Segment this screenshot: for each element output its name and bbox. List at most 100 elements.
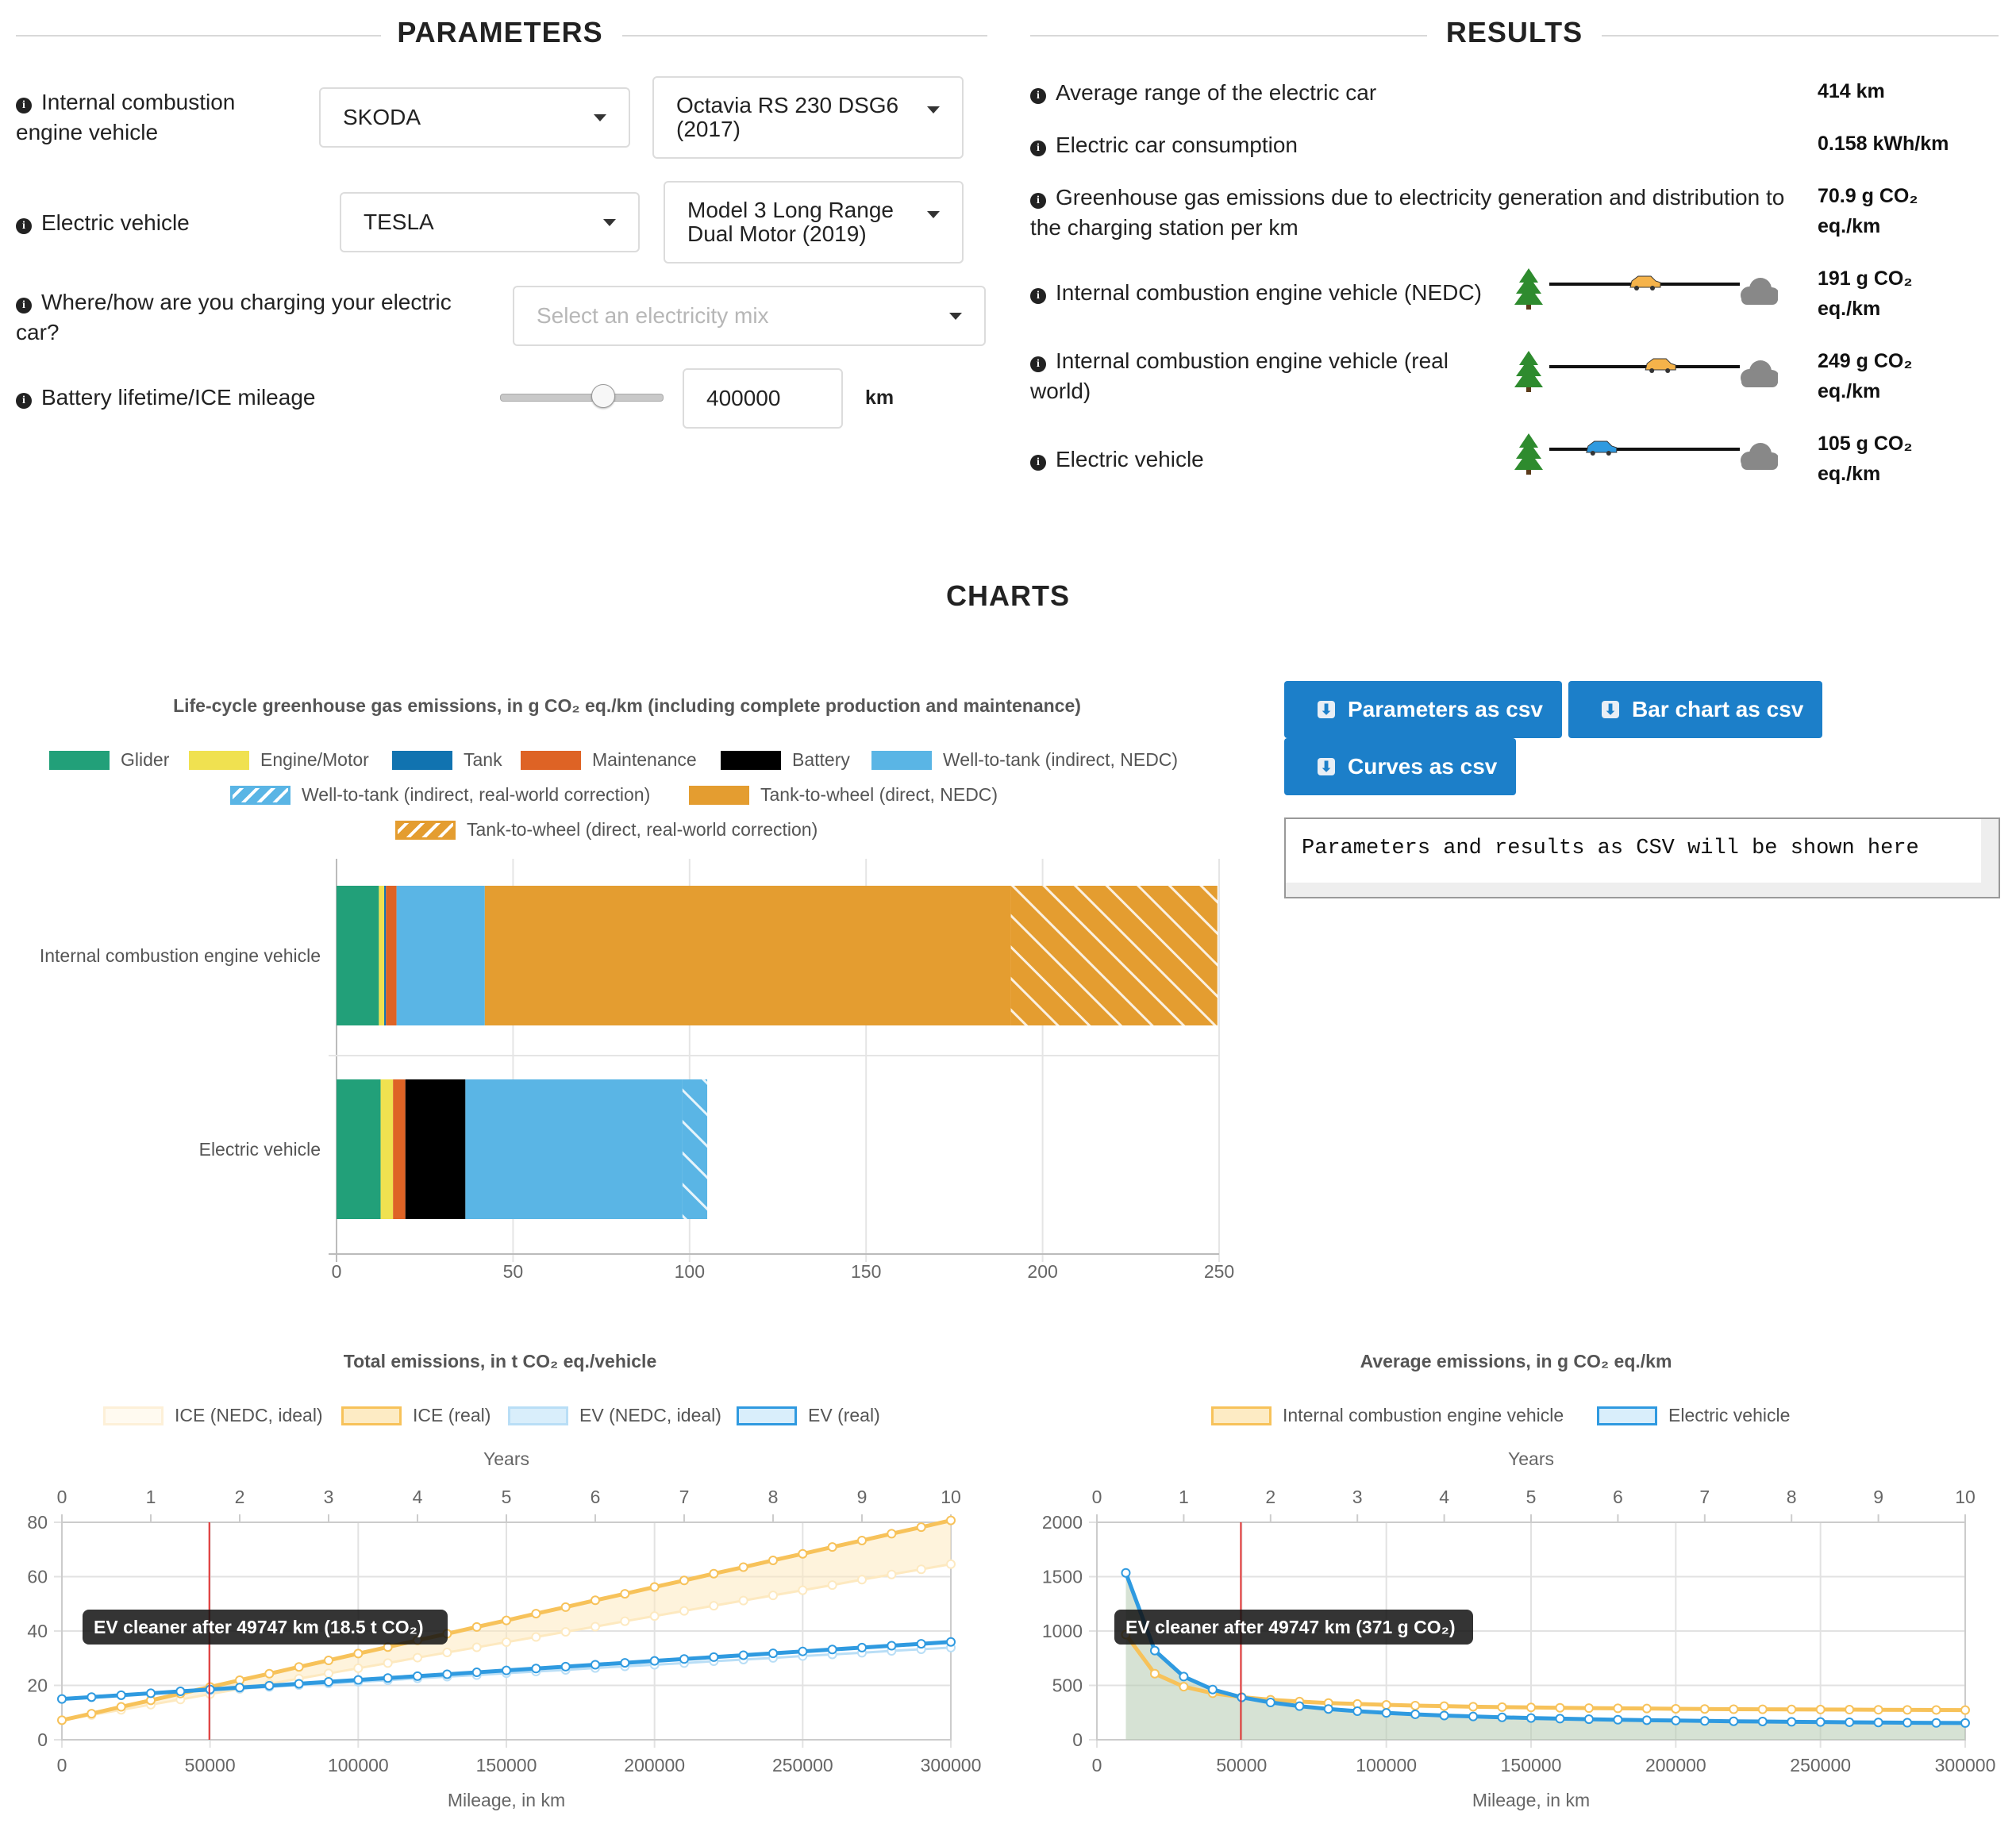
- legend-item[interactable]: Battery: [721, 749, 850, 771]
- info-icon[interactable]: i: [16, 298, 32, 314]
- csv-vertical-scrollbar[interactable]: [1981, 819, 1999, 897]
- data-point: [857, 1575, 867, 1585]
- legend-label: Tank-to-wheel (direct, NEDC): [760, 784, 998, 805]
- info-icon[interactable]: i: [16, 98, 32, 113]
- info-icon[interactable]: i: [1030, 288, 1046, 304]
- data-point: [1381, 1700, 1391, 1710]
- x-tick-label: 50: [503, 1261, 524, 1282]
- legend-item[interactable]: Maintenance: [521, 749, 697, 771]
- data-point: [591, 1621, 600, 1632]
- bar-segment: [379, 886, 385, 1025]
- tree-icon: [1514, 433, 1543, 475]
- data-point: [1729, 1716, 1739, 1726]
- data-point: [1468, 1702, 1479, 1712]
- data-point: [294, 1662, 304, 1672]
- legend-swatch: [521, 750, 581, 770]
- chevron-down-icon: [927, 106, 940, 113]
- data-point: [1497, 1702, 1507, 1712]
- legend-item[interactable]: EV (real): [737, 1405, 880, 1426]
- x2-axis-label: Years: [1508, 1448, 1554, 1469]
- data-point: [679, 1606, 689, 1616]
- csv-horizontal-scrollbar[interactable]: [1286, 883, 1999, 897]
- data-point: [1903, 1718, 1913, 1728]
- x2-tick-label: 2: [235, 1487, 245, 1507]
- parameters-divider-left: [16, 35, 381, 37]
- data-point: [57, 1715, 67, 1725]
- legend-item[interactable]: ICE (real): [341, 1405, 491, 1426]
- data-point: [1323, 1704, 1333, 1714]
- bar-segment: [393, 1079, 406, 1219]
- x-tick-label: 250000: [1790, 1755, 1851, 1775]
- lifetime-slider-thumb[interactable]: [591, 384, 615, 408]
- ice-model-select[interactable]: Octavia RS 230 DSG6 (2017): [652, 76, 964, 159]
- info-icon[interactable]: i: [1030, 88, 1046, 104]
- info-icon[interactable]: i: [1030, 140, 1046, 156]
- legend-item[interactable]: Tank: [392, 749, 502, 771]
- electricity-mix-select[interactable]: Select an electricity mix: [513, 286, 986, 346]
- legend-item[interactable]: Well-to-tank (indirect, real-world corre…: [230, 784, 650, 806]
- charging-label: i Where/how are you charging your electri…: [16, 290, 452, 344]
- x2-axis-label: Years: [483, 1448, 529, 1469]
- legend-item[interactable]: Electric vehicle: [1597, 1405, 1790, 1426]
- legend-item[interactable]: Tank-to-wheel (direct, real-world correc…: [395, 819, 818, 841]
- data-point: [591, 1660, 600, 1670]
- info-icon[interactable]: i: [1030, 193, 1046, 209]
- info-icon[interactable]: i: [1030, 455, 1046, 471]
- legend-swatch: [230, 785, 290, 805]
- range-label: i Average range of the electric car: [1030, 78, 1376, 108]
- average-emissions-chart: 0 500 1000 1500 2000 0 50000 100000 150000 200000…: [1042, 1448, 1996, 1810]
- data-point: [1121, 1568, 1131, 1578]
- x2-tick-label: 8: [768, 1487, 779, 1507]
- csv-output-textarea[interactable]: Parameters and results as CSV will be sh…: [1284, 817, 2000, 898]
- legend-swatch: [871, 750, 932, 770]
- data-point: [1555, 1702, 1565, 1713]
- lifetime-slider[interactable]: [500, 384, 664, 408]
- legend-item[interactable]: ICE (NEDC, ideal): [103, 1405, 323, 1426]
- legend-item[interactable]: Glider: [49, 749, 169, 771]
- x2-tick-label: 7: [679, 1487, 690, 1507]
- data-point: [1352, 1706, 1363, 1716]
- data-point: [1787, 1704, 1797, 1714]
- legend-item[interactable]: Internal combustion engine vehicle: [1211, 1405, 1564, 1426]
- total-chart-title: Total emissions, in t CO₂ eq./vehicle: [343, 1351, 657, 1371]
- legend-swatch: [689, 785, 749, 805]
- plot-frame: [61, 1521, 952, 1741]
- legend-label: EV (NEDC, ideal): [579, 1405, 721, 1425]
- data-point: [442, 1669, 452, 1679]
- info-icon[interactable]: i: [1030, 356, 1046, 372]
- legend-item[interactable]: EV (NEDC, ideal): [508, 1405, 721, 1426]
- legend-item[interactable]: Tank-to-wheel (direct, NEDC): [689, 784, 998, 806]
- curves-csv-button[interactable]: ⬇ Curves as csv: [1284, 738, 1516, 795]
- parameters-csv-button[interactable]: ⬇ Parameters as csv: [1284, 681, 1562, 738]
- data-point: [353, 1663, 364, 1673]
- legend-item[interactable]: Engine/Motor: [189, 749, 369, 771]
- lifetime-input[interactable]: 400000: [683, 368, 843, 429]
- data-point: [1815, 1717, 1826, 1727]
- x2-tick-label: 3: [324, 1487, 334, 1507]
- legend-label: Battery: [792, 749, 850, 770]
- x-tick-label: 250000: [772, 1755, 833, 1775]
- data-point: [1613, 1714, 1623, 1725]
- x2-tick-label: 10: [1955, 1487, 1976, 1507]
- x2-tick-label: 5: [1526, 1487, 1537, 1507]
- legend-label: ICE (real): [413, 1405, 491, 1425]
- data-point: [1207, 1684, 1218, 1695]
- crossover-annotation: EV cleaner after 49747 km (18.5 t CO₂): [94, 1617, 423, 1637]
- info-icon[interactable]: i: [16, 393, 32, 409]
- bar-chart-csv-button[interactable]: ⬇ Bar chart as csv: [1568, 681, 1822, 738]
- data-point: [1641, 1715, 1652, 1725]
- legend-item[interactable]: Well-to-tank (indirect, NEDC): [871, 749, 1178, 771]
- bar-segment: [337, 1079, 381, 1219]
- x2-tick-label: 0: [1092, 1487, 1102, 1507]
- x-tick-label: 100000: [1356, 1755, 1417, 1775]
- ice-brand-select[interactable]: SKODA: [319, 87, 630, 148]
- data-point: [916, 1564, 926, 1575]
- data-point: [1903, 1705, 1913, 1715]
- data-point: [738, 1595, 748, 1606]
- ev-result-value: 105 g CO₂ eq./km: [1818, 433, 1913, 485]
- data-point: [1960, 1718, 1970, 1728]
- ev-brand-select[interactable]: TESLA: [340, 192, 640, 252]
- info-icon[interactable]: i: [16, 218, 32, 234]
- ev-model-select[interactable]: Model 3 Long Range Dual Motor (2019): [664, 181, 964, 264]
- crossover-tooltip: EV cleaner after 49747 km (18.5 t CO₂): [83, 1610, 448, 1645]
